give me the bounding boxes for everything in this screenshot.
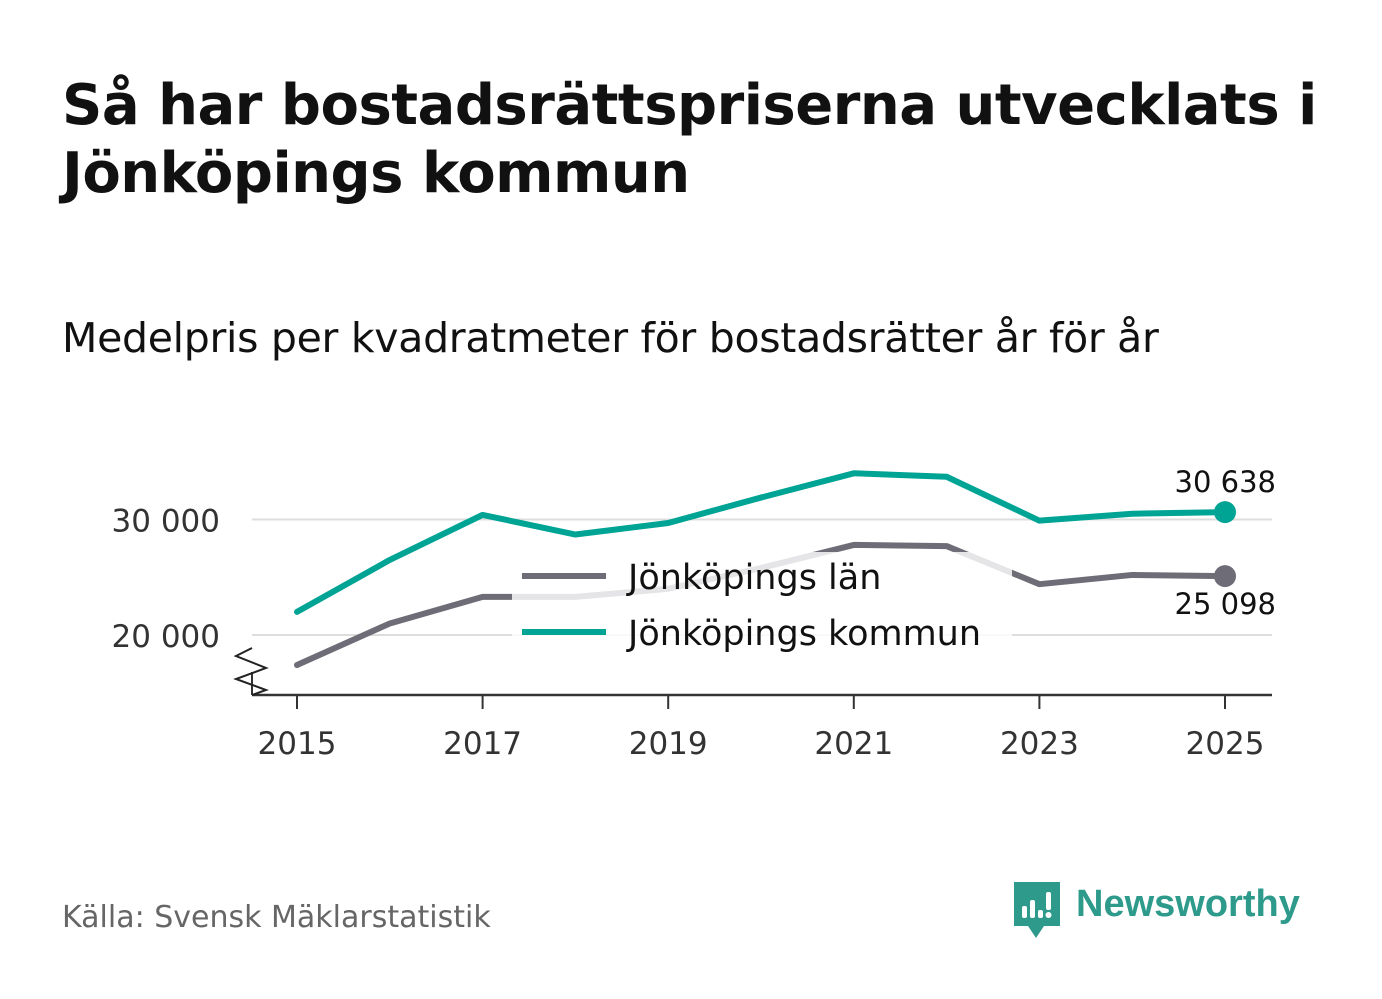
legend-label-lan: Jönköpings län (626, 558, 881, 598)
x-tick-label: 2019 (629, 726, 708, 762)
chart-title: Så har bostadsrättspriserna utvecklats i… (62, 73, 1317, 206)
brand-name: Newsworthy (1076, 883, 1300, 925)
x-axis: 2015 2017 2019 2021 2023 2025 (233, 647, 1272, 762)
end-label-kommun: 30 638 (1175, 465, 1276, 499)
x-tick-label: 2017 (443, 726, 522, 762)
x-tick-label: 2023 (1000, 726, 1079, 762)
y-tick-label: 20 000 (112, 619, 220, 655)
end-marker-lan (1214, 565, 1236, 588)
end-labels: 25 098 30 638 (1175, 465, 1276, 621)
end-marker-kommun (1214, 501, 1236, 524)
gridlines: 20 000 30 000 (112, 504, 1272, 655)
x-tick-label: 2015 (258, 726, 337, 762)
y-tick-label: 30 000 (112, 504, 220, 540)
legend: Jönköpings län Jönköpings kommun (512, 552, 1012, 654)
newsworthy-logo-icon (1014, 882, 1060, 938)
chart-subtitle: Medelpris per kvadratmeter för bostadsrä… (62, 314, 1159, 362)
legend-background (512, 552, 1012, 652)
series-line-kommun (294, 470, 1228, 615)
source-note: Källa: Svensk Mäklarstatistik (62, 900, 491, 935)
x-tick-label: 2021 (814, 726, 893, 762)
axis-break-icon (233, 647, 269, 696)
end-label-lan: 25 098 (1175, 587, 1276, 621)
brand-logo[interactable]: Newsworthy (1012, 880, 1300, 940)
x-tick-label: 2025 (1186, 726, 1265, 762)
legend-label-kommun: Jönköpings kommun (626, 614, 981, 654)
